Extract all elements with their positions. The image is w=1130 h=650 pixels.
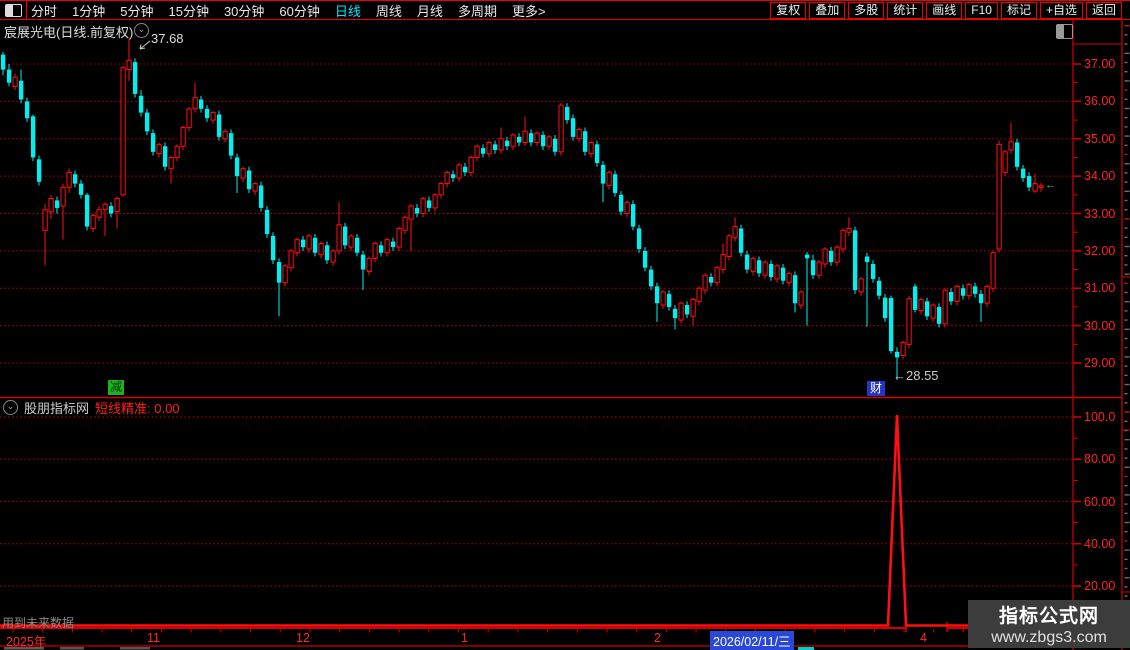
price-axis-label: 30.00 (1084, 318, 1116, 333)
period-tab-月线[interactable]: 月线 (416, 3, 443, 19)
date-label-highlighted[interactable]: 2026/02/11/三 (710, 631, 794, 650)
indicator-spike-line (0, 414, 1073, 627)
indicator-name-label: 短线精准: 0.00 (95, 398, 180, 417)
future-data-warning: 用到未来数据 (2, 616, 75, 630)
period-tab-日线[interactable]: 日线 (334, 3, 361, 19)
watermark-url: www.zbgs3.com (991, 629, 1107, 646)
price-axis-label: 29.00 (1084, 356, 1116, 370)
toolbar-button-F10[interactable]: F10 (965, 2, 998, 19)
indicator-panel-header: ⌄ 股朋指标网 短线精准: 0.00 (3, 398, 180, 417)
price-axis-label: 40.00 (1084, 536, 1116, 551)
date-label[interactable]: 2025年 (6, 635, 47, 649)
watermark-title: 指标公式网 (998, 606, 1099, 627)
toolbar-button-画线[interactable]: 画线 (926, 2, 963, 19)
period-tabs: 分时 1分钟 5分钟 15分钟 30分钟 60分钟 日线 周线 月线 多周期 更多> (31, 1, 546, 19)
period-tab-30分钟[interactable]: 30分钟 (223, 3, 265, 19)
toolbar-button-叠加[interactable]: 叠加 (809, 2, 846, 19)
finance-badge[interactable]: 财 (867, 381, 885, 396)
price-axis-label: 60.00 (1084, 494, 1116, 509)
price-axis-label: 20.00 (1084, 579, 1116, 593)
top-menu-bar: 分时 1分钟 5分钟 15分钟 30分钟 60分钟 日线 周线 月线 多周期 更多> 复权 叠加 多股统… (0, 0, 1130, 20)
window-layout-button[interactable] (0, 1, 27, 19)
toolbar-button-标记[interactable]: 标记 (1000, 2, 1037, 19)
date-label[interactable]: 4 (920, 631, 927, 645)
indicator-label: 短线精准: (95, 401, 151, 416)
price-axis-label: 37.00 (1084, 57, 1116, 71)
toolbar-button-统计[interactable]: 统计 (887, 2, 924, 19)
panel-toggle-icon[interactable] (1056, 24, 1073, 39)
chevron-down-icon[interactable]: ⌄ (134, 23, 149, 38)
chevron-down-icon[interactable]: ⌄ (3, 400, 18, 415)
period-tab-15分钟[interactable]: 15分钟 (168, 3, 209, 19)
price-axis-label: 100.0 (1084, 410, 1116, 424)
toolbar-button-多股[interactable]: 多股 (848, 2, 885, 19)
toolbar-button-返回[interactable]: 返回 (1085, 2, 1122, 19)
layout-panel-icon (5, 4, 22, 17)
period-tab-分时[interactable]: 分时 (31, 3, 58, 19)
period-tab-更多>[interactable]: 更多> (511, 3, 546, 19)
toolbar-button-+自选[interactable]: +自选 (1039, 2, 1083, 19)
high-annotation: 37.68 (151, 31, 184, 46)
toolbar-right-buttons: 复权 叠加 多股 统计 画线 F10 标记 +自选 返回 (770, 2, 1122, 19)
period-tab-60分钟[interactable]: 60分钟 (279, 3, 320, 19)
low-annotation: ←28.55 (893, 368, 939, 383)
reduce-badge[interactable]: 减 (108, 380, 124, 395)
date-label[interactable]: 11 (147, 631, 160, 645)
price-axis-label: 35.00 (1084, 131, 1116, 146)
period-tab-1分钟[interactable]: 1分钟 (72, 3, 106, 19)
price-axis-label: 31.00 (1084, 281, 1116, 296)
date-label[interactable]: 12 (296, 631, 310, 645)
date-label[interactable]: 2 (654, 631, 661, 645)
period-tab-多周期[interactable]: 多周期 (457, 3, 497, 19)
price-axis-label: 36.00 (1084, 94, 1116, 109)
price-axis-label: 34.00 (1084, 169, 1116, 184)
price-axis-label: 32.00 (1084, 243, 1116, 258)
watermark: 指标公式网 www.zbgs3.com (968, 600, 1130, 648)
period-tab-5分钟[interactable]: 5分钟 (120, 3, 154, 19)
price-axis-label: 33.00 (1084, 206, 1116, 221)
period-tab-周线[interactable]: 周线 (375, 3, 402, 19)
chart-title: 宸展光电(日线.前复权) (4, 25, 134, 40)
last-price-marker: ← (1045, 178, 1056, 191)
toolbar-button-复权[interactable]: 复权 (770, 2, 807, 19)
price-axis-label: 80.00 (1084, 452, 1116, 467)
indicator-source-label: 股朋指标网 (24, 401, 90, 416)
date-label[interactable]: 1 (461, 631, 468, 645)
indicator-value: 0.00 (154, 401, 180, 416)
